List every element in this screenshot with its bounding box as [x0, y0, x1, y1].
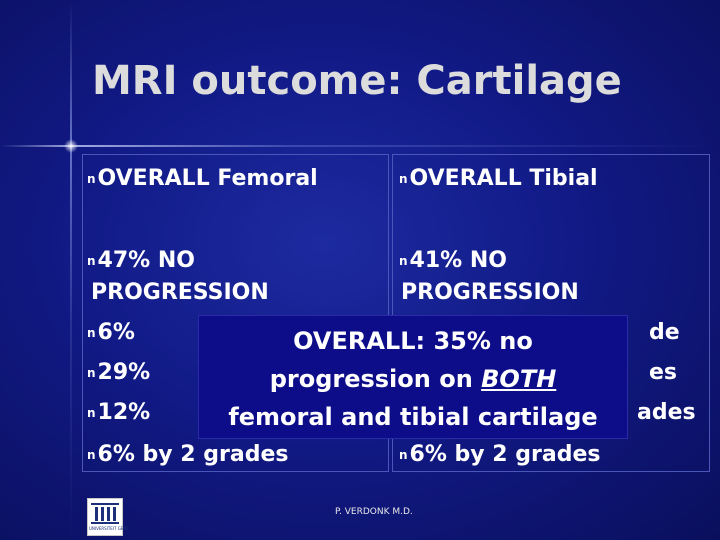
overall-summary-line-3: femoral and tibial cartilage	[228, 403, 598, 431]
tibial-heading: OVERALL Tibial	[409, 166, 598, 191]
femoral-heading-line: nOVERALL Femoral	[87, 163, 318, 195]
femoral-progression-1-line: n6%	[87, 317, 135, 349]
overall-summary-box: OVERALL: 35% no progression on BOTH femo…	[198, 315, 628, 439]
tibial-progression-2-grades-line: n6% by 2 grades	[399, 439, 600, 471]
femoral-no-progression-percent: 47% NO	[97, 248, 195, 273]
femoral-progression-2-line: n29%	[87, 357, 150, 389]
logo-column	[113, 507, 116, 521]
tibial-grades-tail-2: ades	[637, 400, 696, 425]
tibial-progression-word: PROGRESSION	[401, 280, 579, 305]
femoral-no-progression-line: n47% NO	[87, 245, 195, 277]
bullet-icon: n	[399, 254, 408, 268]
logo-column	[95, 507, 98, 521]
bullet-icon: n	[399, 448, 408, 462]
tibial-no-progression-percent: 41% NO	[409, 248, 507, 273]
tibial-no-progression-line: n41% NO	[399, 245, 507, 277]
logo-base	[91, 522, 119, 524]
bullet-icon: n	[87, 448, 96, 462]
logo-pediment	[91, 503, 119, 505]
femoral-column: nOVERALL Femoral n47% NO PROGRESSION n6%…	[82, 154, 389, 472]
tibial-heading-line: nOVERALL Tibial	[399, 163, 598, 195]
femoral-progression-2-text: 29%	[97, 360, 151, 385]
tibial-grades-tail: es	[649, 360, 678, 385]
bullet-icon: n	[87, 406, 96, 420]
overall-summary-line-2: progression on BOTH	[199, 362, 627, 396]
logo-text: UNIVERSITEIT GENT	[89, 526, 129, 531]
logo-column	[107, 507, 110, 521]
femoral-progression-1-text: 6%	[97, 320, 135, 345]
overall-summary-both-emphasis: BOTH	[481, 365, 557, 393]
femoral-progression-3-text: 12%	[97, 400, 151, 425]
slide-title: MRI outcome: Cartilage	[92, 58, 622, 104]
overall-summary-line-2-text: progression on	[269, 365, 482, 393]
decorative-sparkle	[64, 139, 78, 153]
logo-column	[101, 507, 104, 521]
tibial-progression-2-grades-text: 6% by 2 grades	[409, 442, 601, 467]
femoral-progression-2-grades-line: n6% by 2 grades	[87, 439, 288, 471]
overall-summary-line-1: OVERALL: 35% no	[293, 327, 533, 355]
tibial-column: nOVERALL Tibial n41% NO PROGRESSION de e…	[392, 154, 710, 472]
femoral-heading: OVERALL Femoral	[97, 166, 318, 191]
university-ghent-logo-icon: UNIVERSITEIT GENT	[87, 498, 129, 536]
femoral-progression-word: PROGRESSION	[91, 280, 269, 305]
femoral-progression-2-grades-text: 6% by 2 grades	[97, 442, 289, 467]
tibial-grade-tail: de	[649, 320, 680, 345]
bullet-icon: n	[87, 366, 96, 380]
decorative-vertical-line	[70, 0, 72, 540]
bullet-icon: n	[87, 254, 96, 268]
bullet-icon: n	[399, 172, 408, 186]
footer-author: P. VERDONK M.D.	[335, 507, 413, 517]
bullet-icon: n	[87, 172, 96, 186]
bullet-icon: n	[87, 326, 96, 340]
decorative-horizontal-line	[0, 145, 720, 147]
femoral-progression-3-line: n12%	[87, 397, 150, 429]
